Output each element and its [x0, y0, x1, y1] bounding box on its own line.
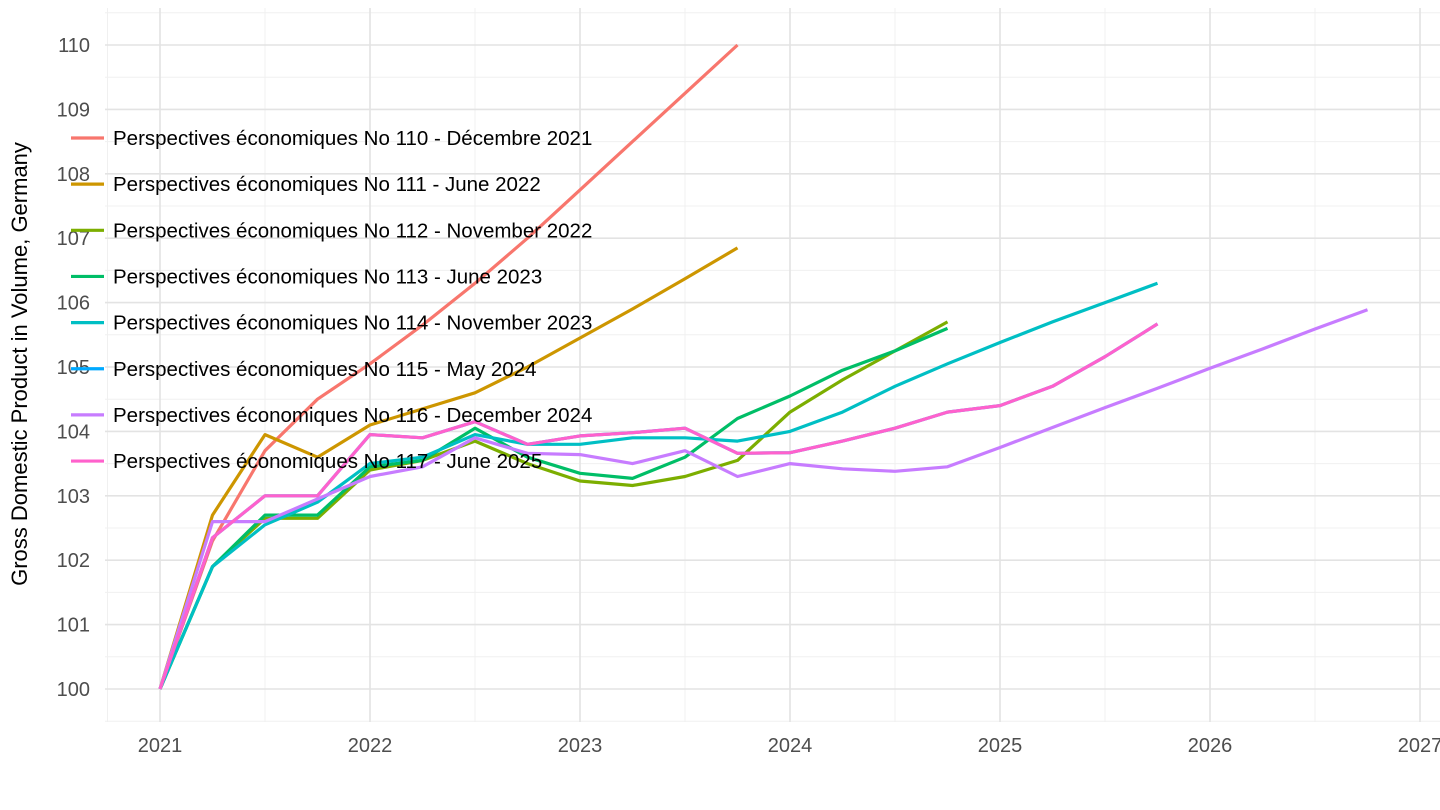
legend-item: Perspectives économiques No 116 - Decemb… — [71, 404, 592, 427]
legend-item: Perspectives économiques No 110 - Décemb… — [71, 127, 592, 150]
legend-item: Perspectives économiques No 112 - Novemb… — [71, 219, 592, 242]
y-axis-tick-label: 103 — [57, 486, 90, 508]
gridlines-minor — [105, 8, 1440, 722]
x-axis-tick-label: 2021 — [138, 735, 183, 757]
y-axis-tick-label: 107 — [57, 228, 90, 250]
legend-item-label: Perspectives économiques No 111 - June 2… — [113, 173, 541, 196]
legend-item-label: Perspectives économiques No 114 - Novemb… — [113, 312, 592, 335]
legend-item-label: Perspectives économiques No 110 - Décemb… — [113, 127, 592, 150]
series-line-117 — [158, 322, 1159, 690]
y-axis-tick-label: 102 — [57, 550, 90, 572]
y-axis-tick-label: 101 — [57, 615, 90, 637]
legend-item-label: Perspectives économiques No 115 - May 20… — [113, 358, 537, 381]
series-line-111 — [158, 246, 739, 690]
x-axis-tick-label: 2023 — [558, 735, 603, 757]
legend-item: Perspectives économiques No 111 - June 2… — [71, 173, 541, 196]
data-lines — [158, 43, 1369, 690]
x-axis-tick-label: 2024 — [768, 735, 813, 757]
y-axis-tick-label: 104 — [57, 421, 90, 443]
x-axis-tick-label: 2027 — [1398, 735, 1440, 757]
y-axis-tick-label: 106 — [57, 293, 90, 315]
legend: Perspectives économiques No 110 - Décemb… — [71, 127, 592, 473]
y-axis-tick-label: 108 — [57, 164, 90, 186]
legend-item: Perspectives économiques No 114 - Novemb… — [71, 312, 592, 335]
y-axis-tick-label: 109 — [57, 99, 90, 121]
legend-item: Perspectives économiques No 113 - June 2… — [71, 265, 542, 288]
x-axis-tick-label: 2026 — [1188, 735, 1233, 757]
series-line-116 — [158, 308, 1369, 690]
y-axis-title: Gross Domestic Product in Volume, German… — [7, 142, 32, 586]
legend-item: Perspectives économiques No 117 - June 2… — [71, 450, 542, 473]
x-axis-tick-labels: 2021 2022 2023 2024 2025 2026 2027 — [138, 735, 1440, 757]
legend-item: Perspectives économiques No 115 - May 20… — [71, 358, 537, 381]
y-axis-tick-label: 110 — [58, 35, 90, 57]
legend-item-label: Perspectives économiques No 113 - June 2… — [113, 265, 542, 288]
x-axis-tick-label: 2022 — [348, 735, 393, 757]
series-line-110 — [158, 43, 739, 690]
series-line-113 — [158, 326, 949, 690]
series-line-114 — [158, 281, 1159, 690]
y-axis-tick-label: 100 — [57, 679, 90, 701]
legend-item-label: Perspectives économiques No 112 - Novemb… — [113, 219, 592, 242]
x-axis-tick-label: 2025 — [978, 735, 1023, 757]
legend-item-label: Perspectives économiques No 116 - Decemb… — [113, 404, 592, 427]
legend-item-label: Perspectives économiques No 117 - June 2… — [113, 450, 542, 473]
series-line-112 — [158, 320, 949, 690]
gridlines-major — [105, 8, 1440, 722]
